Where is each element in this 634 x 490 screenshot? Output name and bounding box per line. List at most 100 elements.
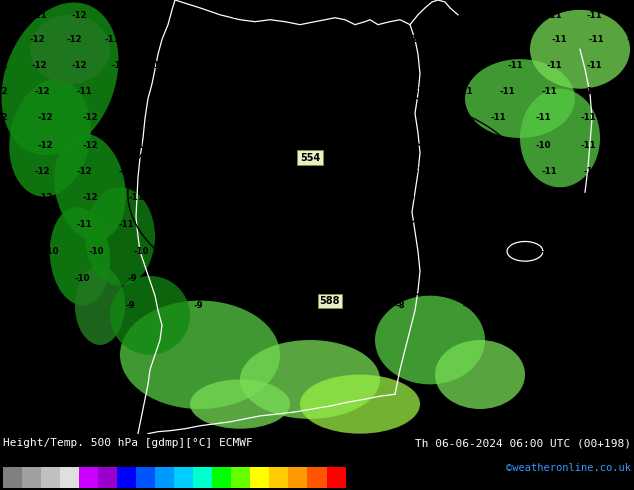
Text: -9: -9 [193, 301, 203, 310]
Text: -11: -11 [626, 141, 634, 150]
Text: -12: -12 [219, 114, 234, 122]
Text: -11: -11 [151, 61, 166, 70]
Text: -12: -12 [219, 141, 234, 150]
Text: -12: -12 [34, 167, 50, 176]
Text: -12: -12 [0, 87, 8, 96]
Text: -10: -10 [161, 220, 177, 229]
Text: -9: -9 [405, 247, 415, 256]
Text: -10: -10 [204, 220, 219, 229]
Text: -9: -9 [479, 274, 488, 283]
Text: -12: -12 [83, 141, 98, 150]
Text: -10: -10 [400, 141, 415, 150]
Text: -12: -12 [72, 61, 87, 70]
Text: -8: -8 [261, 301, 270, 310]
Text: -11: -11 [230, 11, 245, 20]
Text: -10: -10 [490, 141, 506, 150]
Text: -11: -11 [541, 167, 557, 176]
Text: -9: -9 [271, 247, 280, 256]
Text: -12: -12 [428, 11, 444, 20]
Ellipse shape [30, 15, 110, 84]
Text: -11: -11 [365, 35, 381, 45]
Text: -9: -9 [629, 247, 634, 256]
Text: -11: -11 [288, 87, 304, 96]
Text: -13: -13 [0, 193, 8, 202]
FancyBboxPatch shape [98, 467, 117, 488]
Text: -11: -11 [264, 141, 280, 150]
Text: -11: -11 [440, 35, 455, 45]
Text: -11: -11 [204, 167, 219, 176]
Text: -10: -10 [490, 193, 506, 202]
Text: -11: -11 [626, 35, 634, 45]
Text: -10: -10 [330, 87, 346, 96]
Text: -10: -10 [415, 220, 430, 229]
Text: -9: -9 [126, 301, 136, 310]
Text: -9: -9 [58, 301, 68, 310]
Ellipse shape [375, 295, 485, 384]
Text: -11: -11 [536, 114, 551, 122]
Text: -11: -11 [507, 61, 523, 70]
Text: -9: -9 [495, 247, 504, 256]
Text: -10: -10 [309, 114, 325, 122]
Text: -12: -12 [83, 193, 98, 202]
Text: -10: -10 [389, 61, 404, 70]
Text: -11: -11 [264, 114, 280, 122]
Text: -12: -12 [246, 87, 261, 96]
Text: -11: -11 [626, 167, 634, 176]
Text: -12: -12 [34, 87, 50, 96]
Text: -11: -11 [490, 114, 506, 122]
Text: -11: -11 [34, 220, 50, 229]
Text: -11: -11 [0, 247, 14, 256]
Text: -12: -12 [30, 35, 45, 45]
FancyBboxPatch shape [327, 467, 346, 488]
Ellipse shape [435, 340, 525, 409]
Text: -12: -12 [0, 220, 8, 229]
Text: -10: -10 [74, 274, 89, 283]
Text: -9: -9 [502, 220, 512, 229]
Text: -10: -10 [445, 193, 461, 202]
Text: -11: -11 [547, 11, 562, 20]
Text: -11: -11 [584, 220, 600, 229]
Text: 588: 588 [320, 295, 340, 306]
Text: -11: -11 [309, 11, 325, 20]
Text: -11: -11 [589, 35, 604, 45]
Text: -11: -11 [173, 193, 189, 202]
Text: -11: -11 [216, 35, 231, 45]
Text: -10: -10 [500, 167, 515, 176]
Text: -11: -11 [290, 35, 306, 45]
Text: -13: -13 [0, 167, 8, 176]
Ellipse shape [300, 374, 420, 434]
Text: -11: -11 [269, 11, 285, 20]
FancyBboxPatch shape [79, 467, 98, 488]
Text: -11: -11 [190, 11, 206, 20]
Text: -11: -11 [104, 35, 120, 45]
Text: -12: -12 [626, 114, 634, 122]
Text: -11: -11 [468, 61, 483, 70]
FancyBboxPatch shape [41, 467, 60, 488]
Text: -11: -11 [77, 220, 93, 229]
Text: -11: -11 [514, 35, 530, 45]
Text: -11: -11 [428, 61, 444, 70]
Text: -11: -11 [128, 141, 144, 150]
FancyBboxPatch shape [212, 467, 231, 488]
Text: -11: -11 [626, 220, 634, 229]
Text: -10: -10 [330, 167, 346, 176]
FancyBboxPatch shape [60, 467, 79, 488]
Text: -10: -10 [536, 193, 551, 202]
Text: -11: -11 [403, 35, 418, 45]
FancyBboxPatch shape [174, 467, 193, 488]
Text: -11: -11 [581, 114, 597, 122]
Text: -11: -11 [415, 87, 430, 96]
Text: -12: -12 [37, 114, 53, 122]
Text: -10: -10 [400, 193, 415, 202]
Text: -10: -10 [445, 141, 461, 150]
Text: -12: -12 [111, 61, 127, 70]
Ellipse shape [120, 300, 280, 409]
Text: -10: -10 [626, 274, 634, 283]
Ellipse shape [55, 134, 126, 241]
Text: -11: -11 [626, 87, 634, 96]
FancyBboxPatch shape [136, 467, 155, 488]
Text: -11: -11 [457, 87, 473, 96]
Text: -9: -9 [315, 247, 325, 256]
Text: -11: -11 [581, 193, 597, 202]
Text: -11: -11 [584, 87, 600, 96]
